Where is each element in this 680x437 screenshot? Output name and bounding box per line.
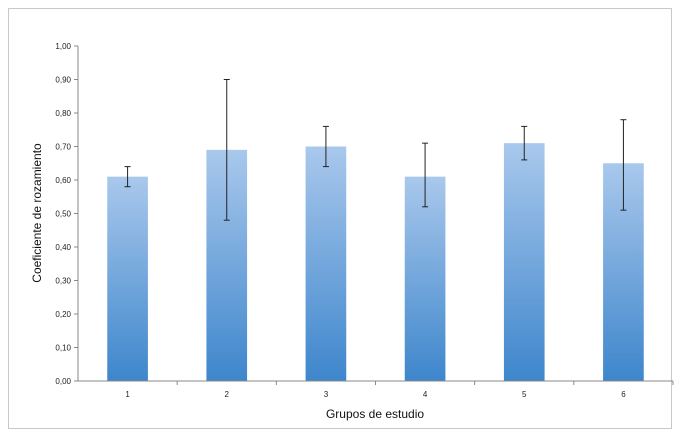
y-tick-label: 0,70 <box>55 143 71 152</box>
bar-3 <box>305 146 347 381</box>
bar-5 <box>503 143 545 381</box>
y-tick-label: 0,10 <box>55 344 71 353</box>
y-tick-label: 0,00 <box>55 377 71 386</box>
x-tick-label-6: 6 <box>621 390 626 399</box>
error-bar-2 <box>223 79 230 221</box>
error-bar-4 <box>422 142 429 208</box>
y-axis-title: Coeficiente de rozamiento <box>30 143 44 283</box>
error-bar-3 <box>322 125 329 168</box>
y-tick-label: 0,20 <box>55 310 71 319</box>
x-tick-label-1: 1 <box>125 390 130 399</box>
error-bar-6 <box>620 119 627 211</box>
y-tick-label: 1,00 <box>55 42 71 51</box>
x-axis-ticks: 1 2 3 4 5 6 <box>125 381 674 399</box>
x-tick-label-4: 4 <box>423 390 428 399</box>
y-tick-label: 0,30 <box>55 277 71 286</box>
y-tick-label: 0,60 <box>55 176 71 185</box>
y-tick-label: 0,80 <box>55 109 71 118</box>
y-tick-label: 0,50 <box>55 210 71 219</box>
x-axis-title: Grupos de estudio <box>326 407 424 421</box>
error-bars <box>124 79 627 221</box>
bars <box>107 143 644 381</box>
y-tick-label: 0,40 <box>55 243 71 252</box>
y-tick-label: 0,90 <box>55 76 71 85</box>
bar-1 <box>107 176 148 381</box>
y-axis-ticks: 0,00 0,10 0,20 0,30 0,40 0,50 0,60 0,70 0,80 0,90… <box>55 42 78 386</box>
error-bar-5 <box>521 125 528 161</box>
x-tick-label-5: 5 <box>522 390 527 399</box>
x-tick-label-2: 2 <box>225 390 230 399</box>
error-bar-1 <box>124 166 131 188</box>
x-tick-label-3: 3 <box>324 390 329 399</box>
bar-4 <box>404 176 446 381</box>
